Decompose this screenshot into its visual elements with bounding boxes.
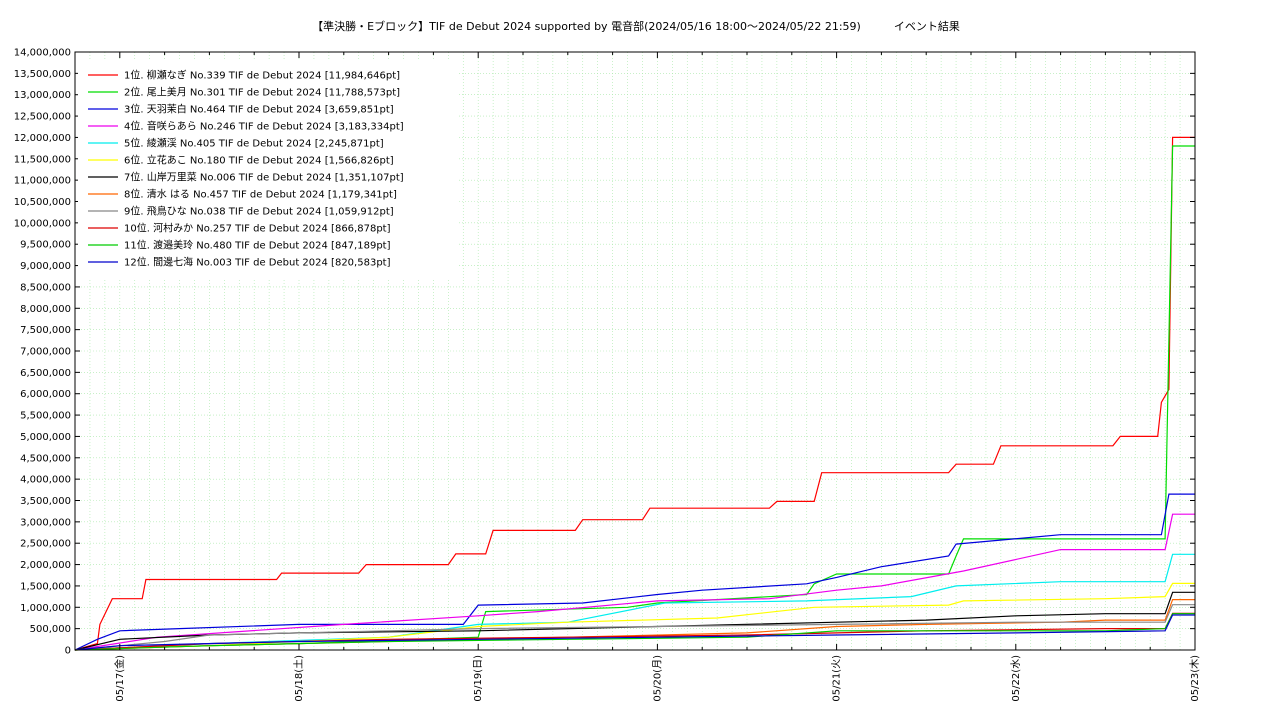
legend-label-3: 3位. 天羽茉白 No.464 TIF de Debut 2024 [3,659… (124, 103, 394, 116)
y-tick-label: 5,500,000 (20, 411, 71, 422)
legend: 1位. 柳瀬なぎ No.339 TIF de Debut 2024 [11,98… (78, 60, 458, 278)
legend-label-4: 4位. 音咲らあら No.246 TIF de Debut 2024 [3,18… (124, 120, 404, 133)
y-tick-label: 7,500,000 (20, 325, 71, 336)
legend-label-8: 8位. 清水 はる No.457 TIF de Debut 2024 [1,17… (124, 188, 397, 201)
legend-label-10: 10位. 河村みか No.257 TIF de Debut 2024 [866,… (124, 222, 391, 235)
y-tick-label: 11,000,000 (14, 176, 71, 187)
legend-label-5: 5位. 綾瀬渓 No.405 TIF de Debut 2024 [2,245,… (124, 137, 384, 150)
y-tick-label: 4,500,000 (20, 453, 71, 464)
legend-label-9: 9位. 飛鳥ひな No.038 TIF de Debut 2024 [1,059… (124, 205, 394, 218)
legend-label-11: 11位. 渡邉美玲 No.480 TIF de Debut 2024 [847,… (124, 239, 391, 252)
y-tick-label: 8,000,000 (20, 304, 71, 315)
x-tick-label: 05/21(火) (831, 655, 843, 702)
x-tick-label: 05/22(水) (1010, 655, 1022, 702)
y-tick-label: 9,500,000 (20, 240, 71, 251)
y-tick-label: 12,500,000 (14, 112, 71, 123)
series-line-12 (74, 614, 1195, 651)
series-line-7 (74, 591, 1195, 651)
series-line-11 (74, 613, 1195, 651)
series-line-3 (74, 493, 1195, 651)
y-tick-label: 6,000,000 (20, 389, 71, 400)
y-tick-label: 2,500,000 (20, 539, 71, 550)
y-tick-label: 12,000,000 (14, 133, 71, 144)
legend-label-6: 6位. 立花あこ No.180 TIF de Debut 2024 [1,566… (124, 154, 394, 167)
chart-title: 【準決勝・Eブロック】TIF de Debut 2024 supported b… (312, 20, 960, 33)
y-tick-label: 2,000,000 (20, 560, 71, 571)
y-tick-label: 13,500,000 (14, 69, 71, 80)
y-tick-label: 3,500,000 (20, 496, 71, 507)
x-tick-label: 05/17(金) (113, 655, 126, 702)
legend-label-1: 1位. 柳瀬なぎ No.339 TIF de Debut 2024 [11,98… (124, 69, 400, 82)
series-layer (74, 136, 1195, 651)
y-tick-label: 7,000,000 (20, 347, 71, 358)
y-tick-label: 10,500,000 (14, 197, 71, 208)
legend-label-12: 12位. 間邊七海 No.003 TIF de Debut 2024 [820,… (124, 256, 391, 269)
y-tick-label: 9,000,000 (20, 261, 71, 272)
y-tick-label: 3,000,000 (20, 517, 71, 528)
x-tick-label: 05/20(月) (651, 655, 663, 702)
x-axis: 05/17(金) 05/18(土) 05/19(日) 05/20(月) 05/21(火)… (74, 52, 1201, 702)
series-line-9 (74, 604, 1195, 651)
series-line-6 (74, 582, 1195, 651)
legend-label-2: 2位. 尾上美月 No.301 TIF de Debut 2024 [11,78… (124, 86, 400, 99)
y-tick-label: 13,000,000 (14, 90, 71, 101)
y-tick-label: 0 (65, 646, 71, 657)
y-tick-label: 5,000,000 (20, 432, 71, 443)
series-line-4 (74, 513, 1195, 651)
y-tick-label: 10,000,000 (14, 218, 71, 229)
y-tick-label: 11,500,000 (14, 154, 71, 165)
y-tick-label: 1,500,000 (20, 581, 71, 592)
legend-label-7: 7位. 山岸万里菜 No.006 TIF de Debut 2024 [1,35… (124, 171, 404, 184)
y-tick-label: 1,000,000 (20, 603, 71, 614)
y-tick-label: 4,000,000 (20, 475, 71, 486)
series-line-1 (74, 136, 1195, 651)
y-axis: 0 500,000 1,000,000 1,500,000 2,000,000 2,500… (14, 48, 1195, 657)
y-tick-label: 500,000 (30, 624, 71, 635)
x-tick-label: 05/19(日) (473, 655, 484, 702)
legend-background (78, 60, 458, 278)
y-tick-label: 14,000,000 (14, 48, 71, 59)
x-tick-label: 05/18(土) (292, 655, 305, 702)
y-tick-label: 8,500,000 (20, 282, 71, 293)
y-tick-label: 6,500,000 (20, 368, 71, 379)
x-tick-label: 05/23(木) (1189, 655, 1201, 702)
